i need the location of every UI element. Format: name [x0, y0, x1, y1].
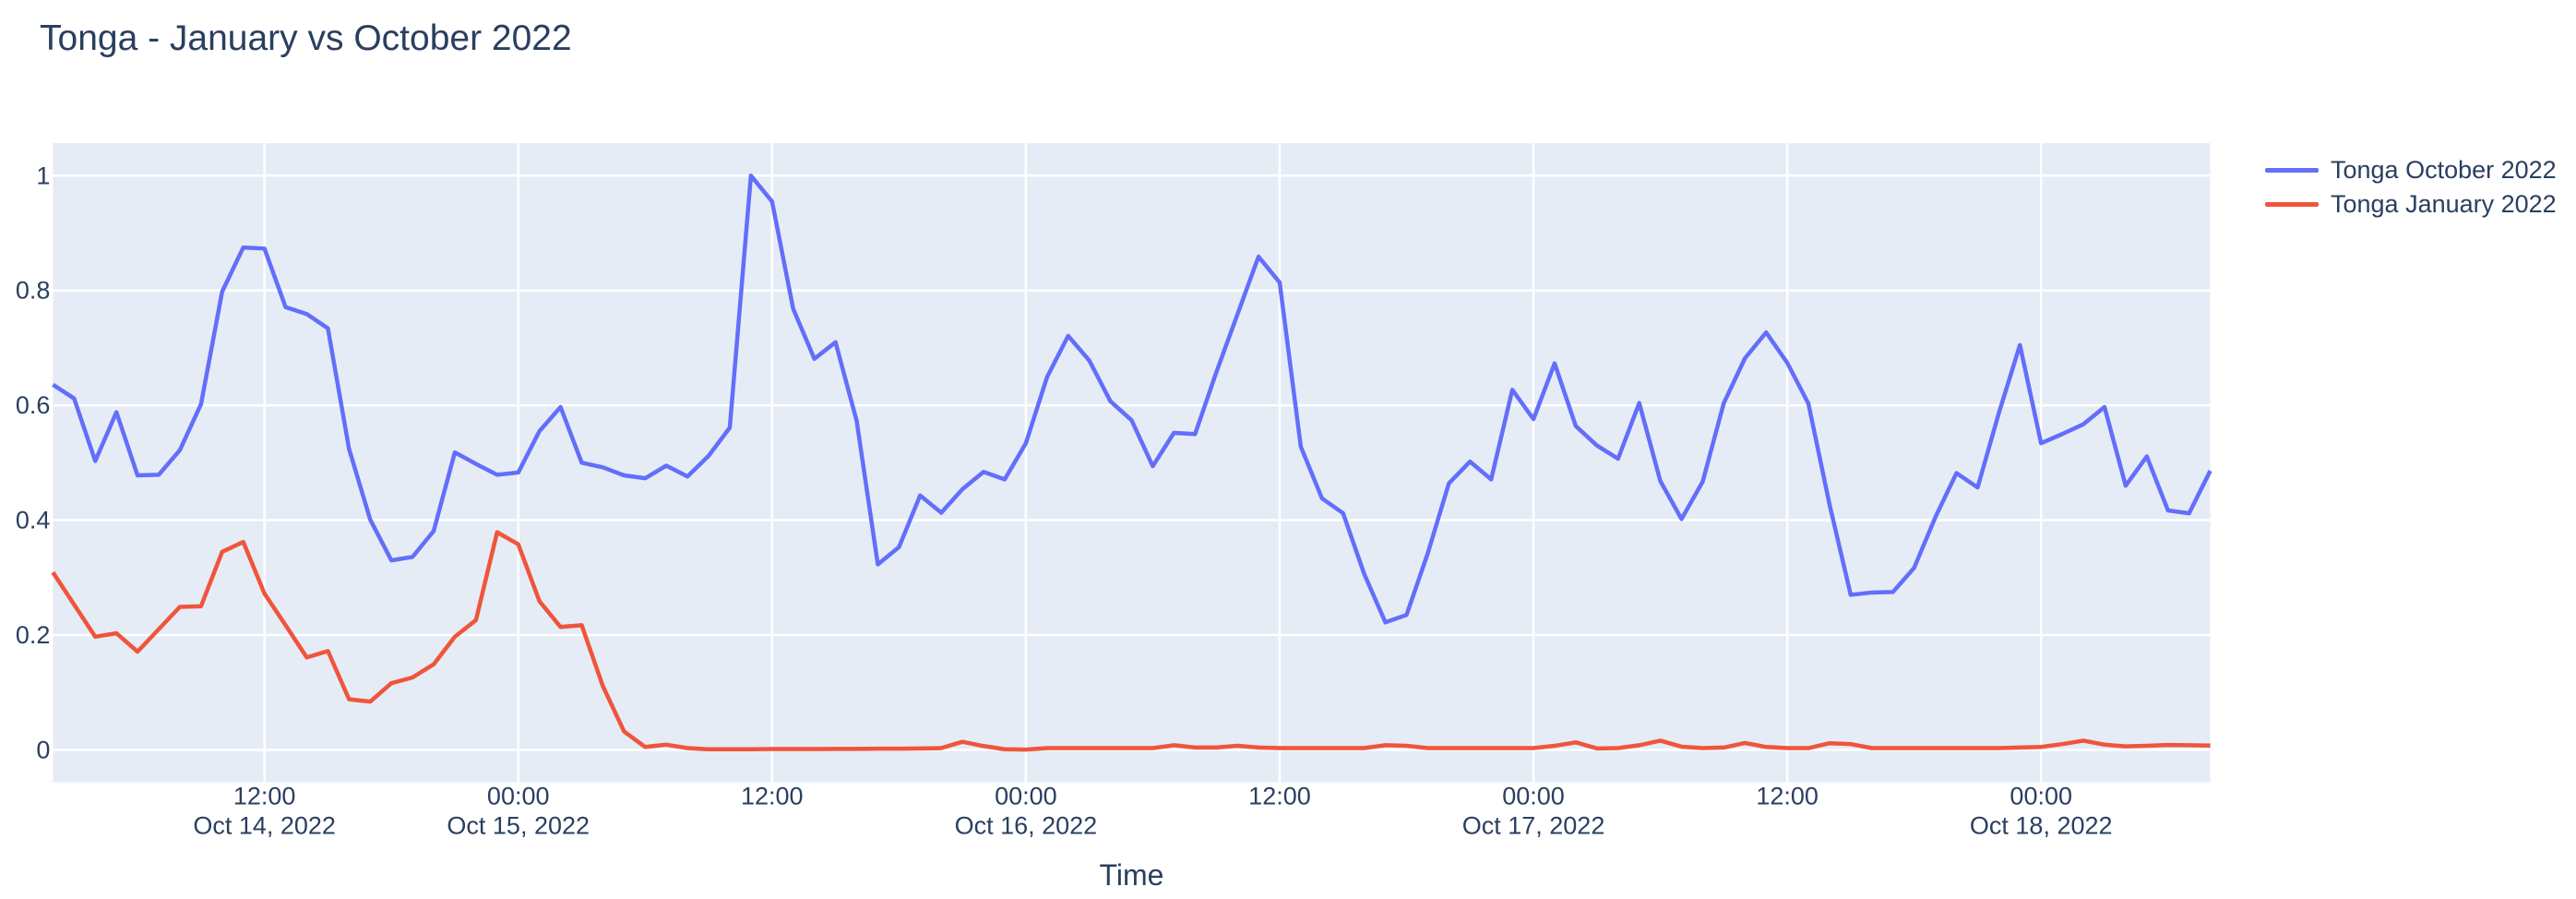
x-tick-time-label: 12:00: [1756, 783, 1819, 810]
x-tick-time-label: 00:00: [995, 783, 1057, 810]
y-tick-label: 1: [36, 162, 50, 189]
legend-label: Tonga January 2022: [2331, 190, 2557, 218]
x-tick-time-label: 12:00: [741, 783, 804, 810]
plot-background: [53, 143, 2211, 783]
chart-title: Tonga - January vs October 2022: [40, 18, 572, 58]
legend-label: Tonga October 2022: [2331, 156, 2557, 184]
x-tick-date-label: Oct 15, 2022: [447, 812, 590, 840]
xaxis-title: Time: [1099, 858, 1164, 892]
x-tick-time-label: 00:00: [487, 783, 550, 810]
y-tick-labels: 0 0.2 0.4 0.6 0.8 1: [16, 162, 51, 763]
y-tick-label: 0.2: [16, 621, 51, 649]
x-tick-time-label: 00:00: [1502, 783, 1565, 810]
y-tick-label: 0.4: [16, 507, 51, 534]
series-line-january[interactable]: [51, 530, 2211, 752]
y-tick-label: 0.6: [16, 391, 51, 419]
legend-line-swatch: [2265, 202, 2319, 207]
x-tick-date-label: Oct 18, 2022: [1970, 812, 2113, 840]
x-tick-time-label: 00:00: [2010, 783, 2072, 810]
x-tick-date-label: Oct 16, 2022: [955, 812, 1098, 840]
y-tick-label: 0: [36, 736, 50, 763]
x-tick-time-label: 12:00: [1248, 783, 1311, 810]
x-tick-time-label: 12:00: [233, 783, 296, 810]
gridlines: [53, 143, 2211, 783]
legend: Tonga October 2022 Tonga January 2022: [2252, 153, 2557, 222]
legend-line-swatch: [2265, 168, 2319, 173]
legend-item-october[interactable]: Tonga October 2022: [2252, 153, 2557, 187]
x-tick-date-label: Oct 17, 2022: [1462, 812, 1605, 840]
legend-item-january[interactable]: Tonga January 2022: [2252, 187, 2557, 222]
x-tick-date-label: Oct 14, 2022: [193, 812, 336, 840]
series-line-october[interactable]: [52, 174, 2212, 625]
y-tick-label: 0.8: [16, 277, 51, 305]
